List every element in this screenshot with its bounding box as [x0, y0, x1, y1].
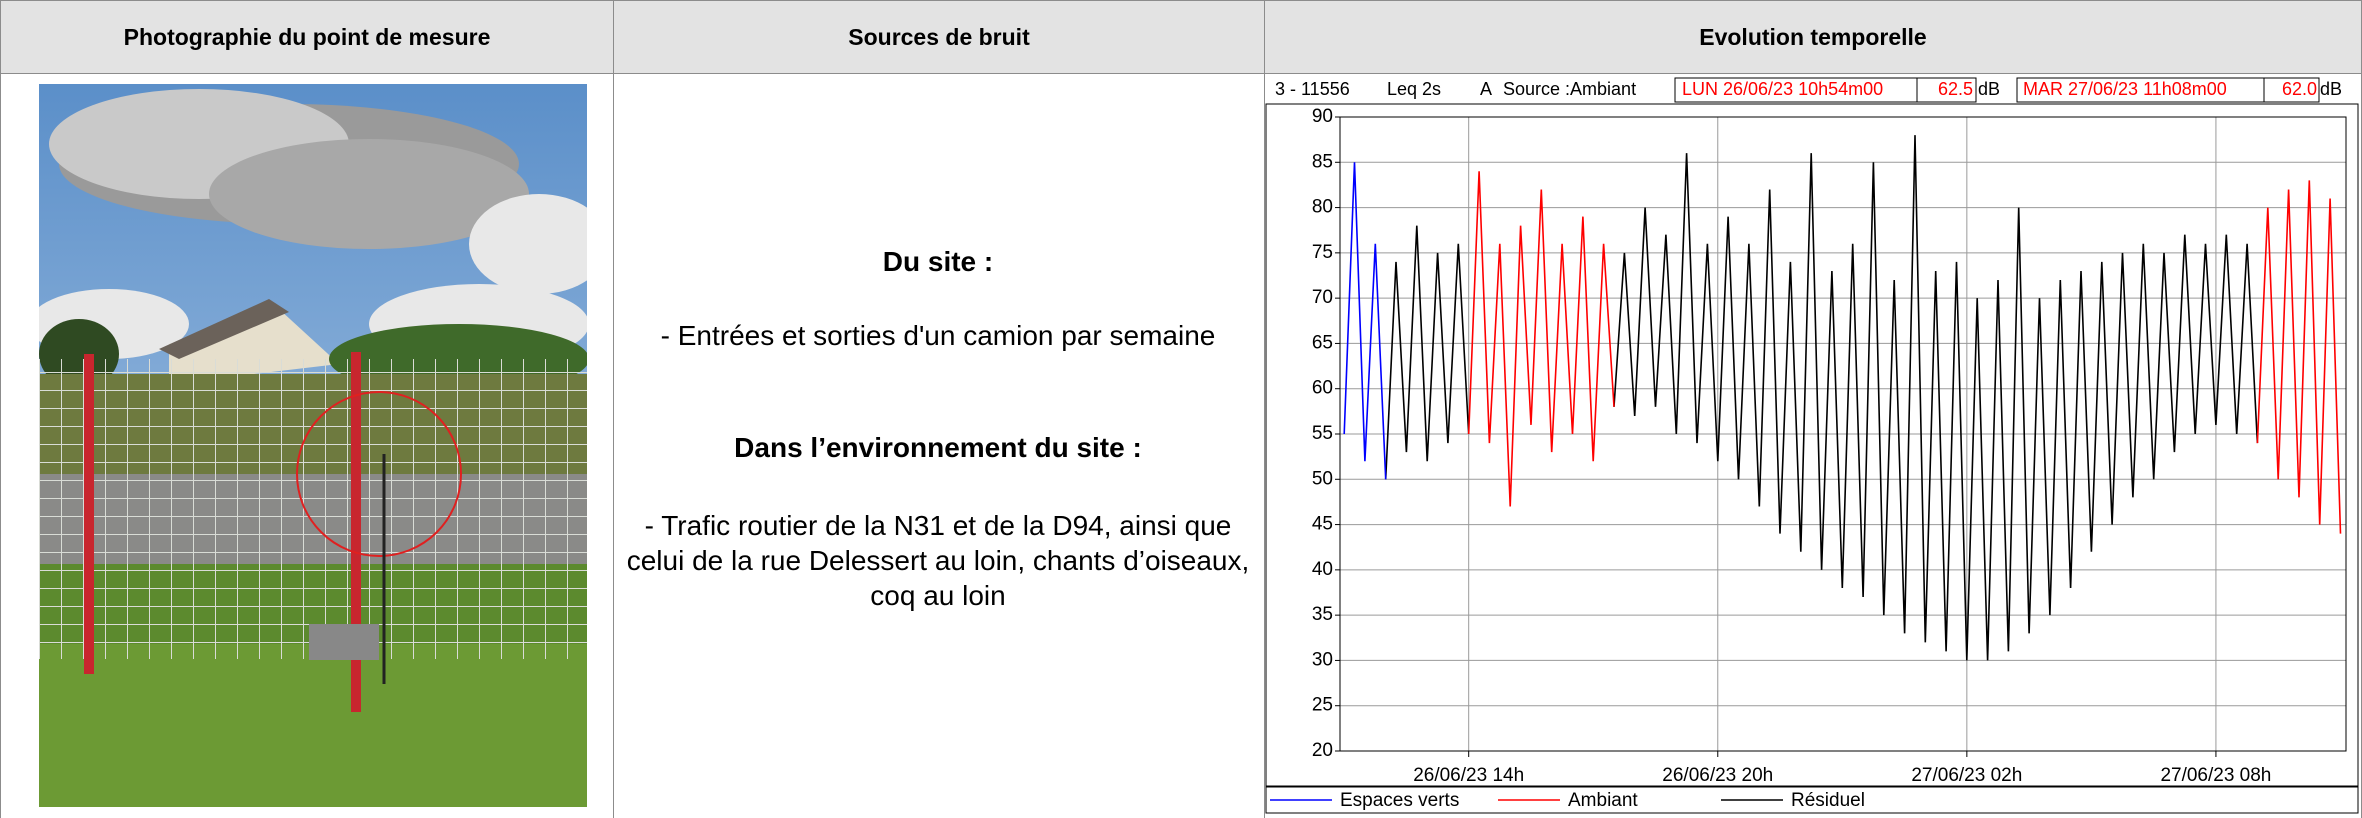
y-tick-label: 45: [1312, 514, 1333, 535]
header-weighting: A: [1480, 79, 1492, 99]
y-tick-label: 60: [1312, 378, 1333, 399]
header-end-level: 62.0: [2282, 79, 2317, 99]
header-start-level: 62.5: [1938, 79, 1973, 99]
y-tick-label: 30: [1312, 649, 1333, 670]
y-tick-label: 80: [1312, 197, 1333, 218]
page: Photographie du point de mesure Sources …: [0, 0, 2362, 818]
header-unit: dB: [2320, 79, 2342, 99]
x-tick-label: 26/06/23 14h: [1413, 765, 1524, 786]
x-tick-label: 26/06/23 20h: [1662, 765, 1773, 786]
header-start: LUN 26/06/23 10h54m00: [1682, 79, 1883, 99]
legend-label: Espaces verts: [1340, 790, 1459, 811]
y-tick-label: 85: [1312, 151, 1333, 172]
header-source: Source :Ambiant: [1503, 79, 1636, 99]
x-tick-label: 27/06/23 02h: [1911, 765, 2022, 786]
y-tick-label: 50: [1312, 468, 1333, 489]
header-end: MAR 27/06/23 11h08m00: [2023, 79, 2227, 99]
y-tick-label: 40: [1312, 559, 1333, 580]
chart: 3 - 11556 Leq 2s A Source :Ambiant LUN 2…: [0, 0, 2362, 818]
y-tick-label: 25: [1312, 695, 1333, 716]
y-tick-label: 35: [1312, 604, 1333, 625]
y-tick-label: 70: [1312, 287, 1333, 308]
series-line: [1386, 135, 2258, 660]
y-tick-label: 75: [1312, 242, 1333, 263]
legend-label: Résiduel: [1791, 790, 1865, 811]
header-id: 3 - 11556: [1275, 79, 1350, 99]
y-tick-label: 90: [1312, 106, 1333, 127]
y-tick-label: 65: [1312, 332, 1333, 353]
x-tick-label: 27/06/23 08h: [2160, 765, 2271, 786]
header-unit: dB: [1978, 79, 2000, 99]
y-tick-label: 55: [1312, 423, 1333, 444]
y-tick-label: 20: [1312, 740, 1333, 761]
header-index: Leq 2s: [1387, 79, 1441, 99]
series-line: [1344, 162, 1386, 479]
legend-label: Ambiant: [1568, 790, 1638, 811]
